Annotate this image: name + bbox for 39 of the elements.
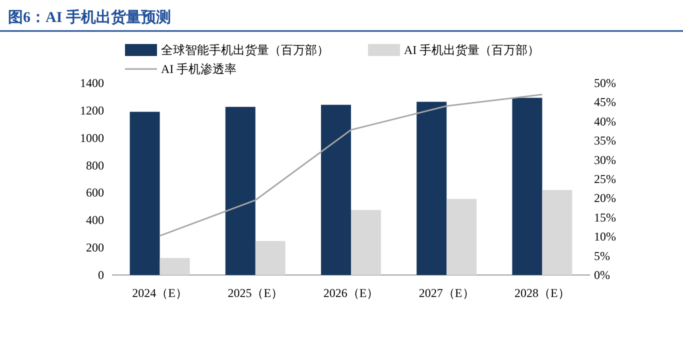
y-tick-label: 800 — [86, 158, 104, 172]
y2-tick-label: 30% — [594, 152, 616, 167]
legend-label: AI 手机出货量（百万部） — [404, 43, 540, 57]
y2-tick-label: 0% — [594, 268, 610, 282]
bar — [130, 112, 160, 275]
y-tick-label: 1000 — [80, 130, 104, 145]
bar — [416, 102, 447, 275]
bar — [225, 106, 256, 275]
y-tick-label: 0 — [98, 268, 104, 282]
bar — [446, 198, 477, 275]
y2-tick-label: 50% — [594, 76, 616, 90]
legend-label: AI 手机渗透率 — [161, 62, 237, 76]
y2-tick-label: 25% — [594, 172, 616, 186]
line-series — [159, 94, 543, 237]
y2-tick-label: 20% — [594, 191, 616, 206]
bar — [542, 190, 572, 275]
y2-tick-label: 5% — [594, 248, 610, 263]
chart-title: 图6：AI 手机出货量预测 — [8, 9, 171, 26]
x-tick-label: 2025（E） — [228, 286, 284, 300]
y-tick-label: 1400 — [80, 76, 104, 90]
bar — [160, 258, 190, 275]
bar — [321, 104, 351, 275]
y-tick-label: 400 — [86, 213, 104, 228]
x-tick-label: 2027（E） — [418, 286, 474, 300]
bar — [351, 210, 381, 275]
y-tick-label: 1200 — [80, 103, 104, 118]
bar — [255, 240, 286, 275]
y2-tick-label: 40% — [594, 114, 616, 128]
legend-label: 全球智能手机出货量（百万部） — [161, 43, 329, 57]
x-tick-label: 2028（E） — [514, 286, 570, 300]
y2-tick-label: 10% — [594, 230, 616, 244]
y2-tick-label: 45% — [594, 95, 616, 110]
x-tick-label: 2026（E） — [323, 286, 379, 300]
y2-tick-label: 35% — [594, 134, 616, 148]
y-tick-label: 600 — [86, 186, 104, 200]
bar — [512, 98, 542, 275]
x-tick-label: 2024（E） — [132, 286, 188, 300]
y-tick-label: 200 — [86, 240, 104, 255]
y2-tick-label: 15% — [594, 210, 616, 224]
